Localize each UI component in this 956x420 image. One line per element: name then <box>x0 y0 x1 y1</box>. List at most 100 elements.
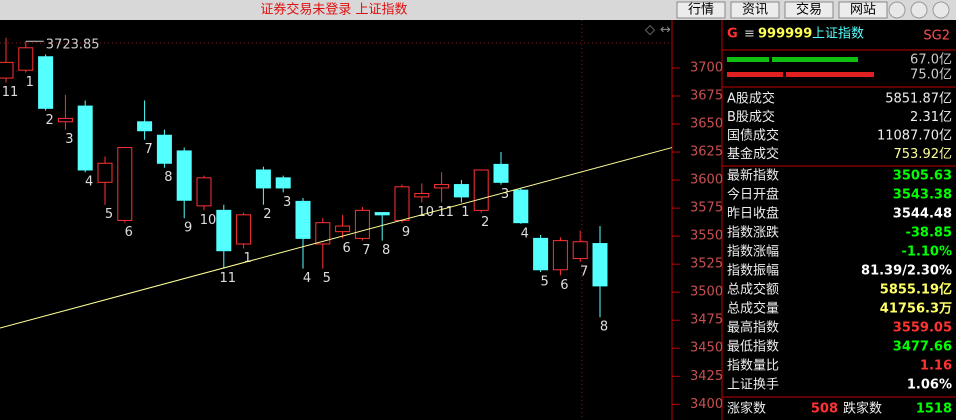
tab-button[interactable] <box>784 1 834 19</box>
menu: ≡ <box>744 27 755 42</box>
row-label: 基金成交 <box>727 146 779 162</box>
x-tick-label: 1 <box>243 251 251 266</box>
tab-button[interactable] <box>730 1 780 19</box>
tab-label[interactable]: 资讯 <box>742 3 768 18</box>
candle-body <box>572 241 588 260</box>
x-tick-label: 8 <box>382 243 390 258</box>
window-control[interactable] <box>932 1 950 19</box>
candle-body <box>117 147 133 221</box>
candle-body <box>354 209 370 239</box>
tab-button[interactable] <box>838 1 888 19</box>
bar-label: 67.0亿 <box>910 53 952 68</box>
candle-body <box>77 105 93 171</box>
candle-body <box>196 177 212 207</box>
sell-bar <box>727 72 783 77</box>
candle-body <box>216 209 232 252</box>
tab-label[interactable]: 行情 <box>688 3 714 18</box>
row-label: 最低指数 <box>727 340 779 355</box>
row-value: 5851.87亿 <box>885 92 952 107</box>
x-tick-label: 4 <box>85 175 93 190</box>
window-title: 证券交易未登录 上证指数 <box>260 2 407 18</box>
icon[interactable]: ◇ <box>645 23 655 38</box>
candle-body <box>18 47 34 71</box>
prefix: G <box>727 27 738 42</box>
row-label: 指数量比 <box>727 359 779 374</box>
row-value: 1.16 <box>920 359 952 374</box>
footer-item: 跌家数 <box>843 401 882 417</box>
x-tick-label: 2 <box>263 207 271 222</box>
candle-body <box>493 163 509 183</box>
y-tick-label: 3675 <box>690 88 723 103</box>
candle-body <box>473 169 489 211</box>
candle-body <box>137 121 153 132</box>
candle-body <box>236 214 252 245</box>
x-tick-label: 10 <box>418 205 435 220</box>
candle-body <box>434 184 450 189</box>
y-tick-label: 3475 <box>690 313 723 328</box>
y-tick-label: 3625 <box>690 145 723 160</box>
row-label: A股成交 <box>727 91 775 107</box>
candle-body <box>552 240 568 271</box>
x-tick-label: 3 <box>283 195 291 210</box>
y-tick-label: 3525 <box>690 257 723 272</box>
buy-bar <box>727 57 769 62</box>
row-label: 今日开盘 <box>727 187 779 203</box>
x-tick-label: 6 <box>125 225 133 240</box>
tab-button[interactable] <box>676 1 726 19</box>
x-tick-label: 4 <box>521 226 529 241</box>
candle-body <box>592 243 608 287</box>
x-tick-label: 7 <box>580 264 588 279</box>
x-tick-label: 11 <box>437 205 454 220</box>
candle-body <box>0 61 14 79</box>
x-tick-label: 7 <box>362 243 370 258</box>
row-value: -1.10% <box>902 245 953 260</box>
x-tick-label: 8 <box>164 170 172 185</box>
x-tick-label: 3 <box>65 132 73 147</box>
candle-body <box>97 162 113 183</box>
x-tick-label: 8 <box>600 320 608 335</box>
trendline <box>0 147 673 329</box>
tab-label[interactable]: 交易 <box>796 2 822 18</box>
x-tick-label: 5 <box>540 275 548 290</box>
candle-body <box>255 169 271 189</box>
window-control[interactable] <box>910 1 928 19</box>
x-tick-label: 2 <box>481 215 489 230</box>
row-value: 1.06% <box>907 378 952 393</box>
candle-body <box>57 117 73 123</box>
y-tick-label: 3550 <box>690 229 723 244</box>
row-label: 指数振幅 <box>727 264 779 279</box>
candle-body <box>275 177 291 189</box>
row-label: 指数涨跌 <box>727 225 779 241</box>
row-value: 753.92亿 <box>894 147 953 162</box>
candle-body <box>315 222 331 245</box>
row-value: -38.85 <box>905 226 952 241</box>
candle-body <box>453 184 469 198</box>
candle-body <box>513 189 529 224</box>
x-tick-label: 6 <box>342 241 350 256</box>
sell-bar <box>786 72 874 77</box>
x-tick-label: 5 <box>323 271 331 286</box>
footer-item: 508 <box>811 402 838 417</box>
row-value: 5855.19亿 <box>880 282 952 298</box>
row-label: 国债成交 <box>727 128 779 144</box>
x-tick-label: 11 <box>2 85 19 100</box>
y-tick-label: 3700 <box>690 60 723 75</box>
row-value: 3477.66 <box>893 340 952 355</box>
name: 上证指数 <box>812 27 864 42</box>
x-tick-label: 1 <box>26 75 34 90</box>
x-tick-label: 7 <box>144 142 152 157</box>
row-value: 3559.05 <box>893 321 952 336</box>
row-value: 3505.63 <box>893 169 952 184</box>
candle-body <box>335 225 351 233</box>
candle-body <box>295 200 311 239</box>
row-value: 41756.3万 <box>880 302 952 317</box>
y-tick-label: 3425 <box>690 369 723 384</box>
window-control[interactable] <box>888 1 906 19</box>
x-tick-label: 9 <box>184 221 192 236</box>
y-tick-label: 3650 <box>690 117 723 132</box>
candle-body <box>156 134 172 164</box>
icon[interactable]: ↔ <box>660 23 671 38</box>
tab-label[interactable]: 网站 <box>850 3 876 18</box>
